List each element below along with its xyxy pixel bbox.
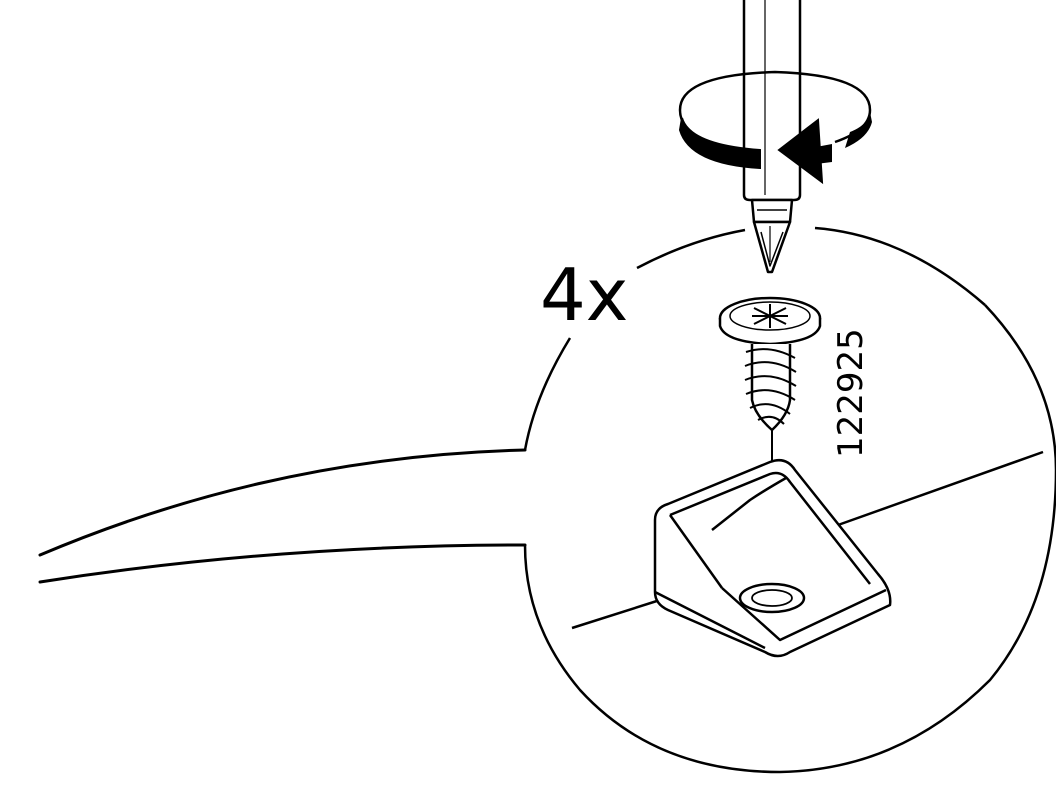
board-surface-line: [571, 450, 1044, 630]
clockwise-rotation-arrow-icon: [678, 70, 872, 185]
board-outline: [38, 448, 527, 584]
quantity-label: 4x: [540, 253, 628, 337]
part-number-label: 122925: [831, 328, 871, 458]
corner-bracket-icon: [653, 459, 892, 658]
phillips-screwdriver-icon: [742, 0, 802, 274]
wood-screw-icon: [718, 296, 822, 432]
